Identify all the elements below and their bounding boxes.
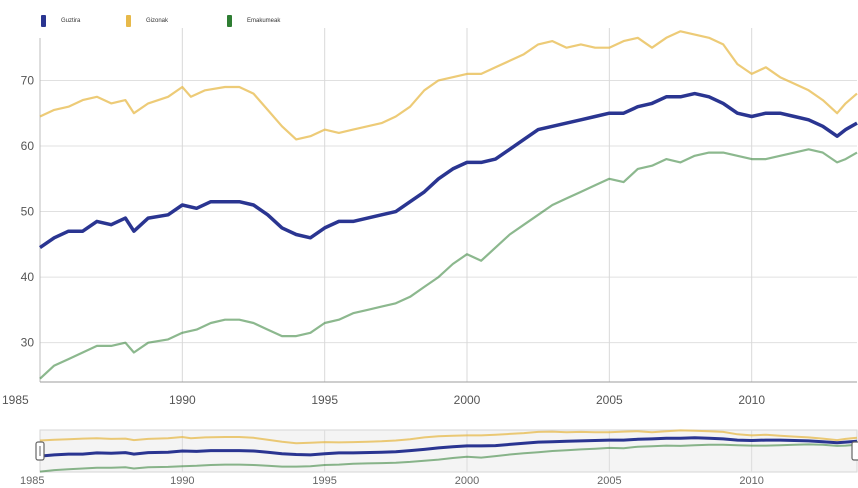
navigator-tick-label-1985: 1985 [20,475,44,487]
x-tick-label-2000: 2000 [454,393,481,407]
navigator-line-emakumeak [39,443,858,473]
navigator-tick-label-2005: 2005 [597,475,621,487]
series-line-guztira [39,91,858,250]
series-line-gizonak [39,30,858,141]
navigator-tick-label-2000: 2000 [455,475,479,487]
y-tick-label-30: 30 [21,336,35,350]
x-tick-label-1985: 1985 [2,393,29,407]
legend-item-gizonak[interactable]: Gizonak [126,14,168,28]
navigator-line-gizonak [39,429,858,445]
legend-label-emakumeak: Emakumeak [247,18,281,24]
legend-label-guztira: Guztira [61,18,81,24]
x-tick-label-1995: 1995 [311,393,338,407]
navigator-tick-label-1990: 1990 [170,475,194,487]
y-tick-label-60: 60 [21,139,35,153]
legend-item-emakumeak[interactable]: Emakumeak [227,14,280,28]
navigator-line-guztira [39,436,858,458]
navigator-tick-label-1995: 1995 [312,475,336,487]
navigator-tick-label-2010: 2010 [739,475,763,487]
series-line-emakumeak [39,148,858,380]
y-tick-label-40: 40 [21,270,35,284]
y-tick-label-50: 50 [21,205,35,219]
legend-swatch-guztira [41,15,46,27]
legend-swatch-gizonak [126,15,131,27]
legend-label-gizonak: Gizonak [146,18,169,24]
x-tick-label-2010: 2010 [738,393,765,407]
legend-swatch-emakumeak [227,15,232,27]
y-tick-label-70: 70 [21,73,35,87]
x-tick-label-2005: 2005 [596,393,623,407]
legend-item-guztira[interactable]: Guztira [41,14,80,28]
x-tick-label-1990: 1990 [169,393,196,407]
range-handle-right[interactable] [851,441,858,461]
